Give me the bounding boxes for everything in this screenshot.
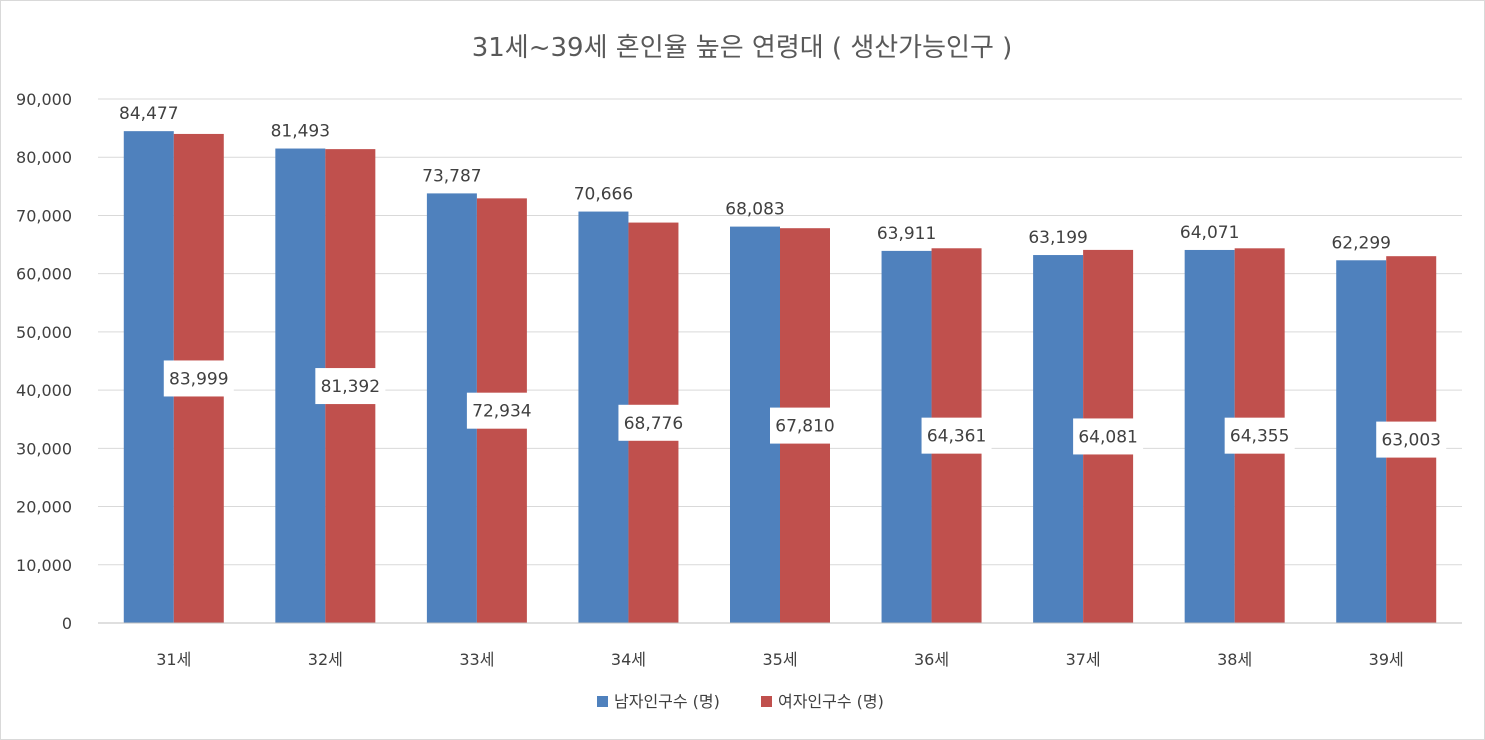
data-label-female: 64,361 bbox=[927, 427, 986, 447]
data-label-male: 64,071 bbox=[1180, 223, 1239, 243]
x-tick-label: 33세 bbox=[459, 650, 494, 669]
legend-item-male: 남자인구수 (명) bbox=[597, 692, 720, 711]
x-tick-label: 36세 bbox=[914, 650, 949, 669]
data-label-female: 63,003 bbox=[1381, 431, 1440, 451]
data-label-box bbox=[921, 417, 992, 454]
data-label-female: 68,776 bbox=[624, 414, 683, 434]
legend-label: 남자인구수 (명) bbox=[614, 692, 720, 711]
axes: 0 10,000 20,000 30,000 40,000 50,000 60,000 70,… bbox=[16, 90, 1462, 669]
y-tick-label: 40,000 bbox=[16, 381, 72, 400]
data-label-male: 73,787 bbox=[422, 166, 481, 186]
data-label-male: 84,477 bbox=[119, 104, 178, 124]
legend-label: 여자인구수 (명) bbox=[778, 692, 884, 711]
data-label-male: 63,911 bbox=[877, 224, 936, 244]
chart-title: 31세~39세 혼인율 높은 연령대 ( 생산가능인구 ) bbox=[472, 33, 1013, 63]
y-tick-label: 10,000 bbox=[16, 556, 72, 575]
x-tick-label: 34세 bbox=[611, 650, 646, 669]
data-label-box bbox=[770, 407, 840, 444]
data-label-male: 81,493 bbox=[271, 122, 330, 142]
data-label-box bbox=[163, 360, 234, 397]
y-tick-label: 30,000 bbox=[16, 439, 72, 458]
data-label-box bbox=[315, 368, 386, 405]
data-label-female: 67,810 bbox=[775, 417, 834, 437]
x-tick-label: 32세 bbox=[308, 650, 343, 669]
legend-item-female: 여자인구수 (명) bbox=[761, 692, 884, 711]
data-label-box bbox=[618, 404, 689, 441]
x-tick-label: 35세 bbox=[762, 650, 797, 669]
y-tick-label: 0 bbox=[62, 614, 72, 633]
x-tick-label: 37세 bbox=[1066, 650, 1101, 669]
data-label-female: 81,392 bbox=[321, 377, 380, 397]
data-label-box bbox=[466, 392, 537, 429]
data-label-box bbox=[1224, 417, 1295, 454]
data-label-box bbox=[1376, 421, 1447, 458]
legend-swatch bbox=[597, 696, 608, 707]
data-label-male: 63,199 bbox=[1028, 228, 1087, 248]
data-label-male: 68,083 bbox=[725, 200, 784, 220]
legend-swatch bbox=[761, 696, 772, 707]
y-tick-label: 20,000 bbox=[16, 498, 72, 517]
data-label-female: 64,081 bbox=[1078, 427, 1137, 447]
x-tick-label: 39세 bbox=[1369, 650, 1404, 669]
data-label-box bbox=[1073, 418, 1144, 455]
y-tick-label: 70,000 bbox=[16, 206, 72, 225]
data-label-male: 70,666 bbox=[574, 185, 633, 205]
x-tick-label: 31세 bbox=[156, 650, 191, 669]
data-label-female: 72,934 bbox=[472, 402, 531, 422]
data-label-female: 83,999 bbox=[169, 369, 228, 389]
data-labels: 84,477 83,999 81,493 81,392 73,787 72,934 70,6… bbox=[119, 104, 1447, 458]
y-tick-label: 50,000 bbox=[16, 323, 72, 342]
y-tick-label: 90,000 bbox=[16, 90, 72, 109]
x-tick-label: 38세 bbox=[1217, 650, 1252, 669]
data-label-female: 64,355 bbox=[1230, 427, 1289, 447]
y-tick-label: 60,000 bbox=[16, 265, 72, 284]
data-label-male: 62,299 bbox=[1331, 233, 1390, 253]
y-tick-label: 80,000 bbox=[16, 148, 72, 167]
legend: 남자인구수 (명) 여자인구수 (명) bbox=[597, 692, 884, 711]
